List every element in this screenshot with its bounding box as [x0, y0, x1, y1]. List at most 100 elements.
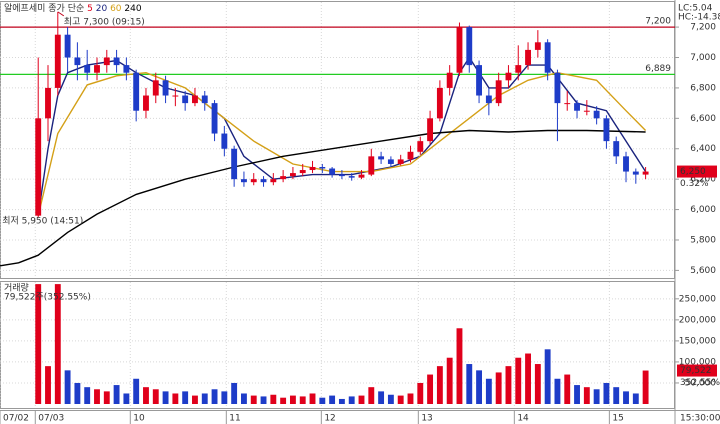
- volume-bar: [123, 393, 130, 404]
- volume-bar: [74, 382, 81, 404]
- candle-body: [192, 95, 198, 104]
- candle-body: [613, 141, 620, 157]
- volume-bar: [348, 396, 355, 404]
- volume-bar: [192, 395, 198, 404]
- y-tick-label: 6,800: [690, 83, 716, 93]
- low-label: 최저 5,950 (14:51): [2, 216, 83, 227]
- volume-bar: [84, 387, 91, 404]
- volume-bar: [250, 395, 257, 404]
- candle-body: [201, 95, 208, 104]
- volume-bar: [456, 328, 463, 404]
- candle-body: [583, 110, 590, 112]
- volume-bar: [221, 391, 228, 404]
- volume-bar: [152, 389, 159, 404]
- candle-body: [417, 141, 424, 152]
- change-label: 0.32%: [680, 179, 709, 189]
- volume-bar: [397, 395, 404, 404]
- volume-bar: [35, 284, 42, 404]
- candle-body: [113, 57, 120, 66]
- candle-body: [446, 72, 453, 88]
- volume-bar: [270, 394, 277, 404]
- x-tick-label: 11: [229, 414, 240, 424]
- candle-body: [525, 49, 531, 66]
- y-tick-label: 150,000: [679, 336, 716, 346]
- hc-label: HC:-14.38: [678, 13, 720, 23]
- y-tick-label: 6,200: [690, 175, 716, 185]
- volume-bar: [64, 370, 71, 404]
- legend-item: 20: [96, 4, 108, 14]
- x-tick-label: 07/03: [38, 414, 64, 424]
- candle-body: [348, 176, 355, 178]
- stock-name: 알에프세미: [4, 3, 45, 14]
- candle-body: [143, 95, 149, 111]
- volume-bar: [525, 353, 531, 404]
- candle-body: [64, 34, 71, 58]
- volume-bar: [436, 366, 443, 404]
- volume-bar: [338, 398, 345, 404]
- candle-body: [436, 87, 443, 119]
- volume-bar: [103, 391, 110, 404]
- y-tick-label: 7,200: [690, 23, 716, 33]
- volume-bar: [172, 393, 179, 404]
- volume-bar: [574, 385, 580, 404]
- x-tick-label: 10: [133, 414, 145, 424]
- candle-body: [123, 65, 130, 73]
- volume-bar: [417, 382, 424, 404]
- lc-label: LC:5.04: [678, 4, 713, 14]
- volume-bar: [45, 366, 51, 404]
- y-tick-label: 7,000: [690, 53, 716, 63]
- y-tick-label: 5,800: [690, 235, 716, 245]
- x-tick-label: 12: [324, 414, 335, 424]
- volume-bar: [632, 393, 639, 404]
- candle-body: [94, 65, 100, 73]
- candle-body: [289, 173, 296, 177]
- volume-bar: [485, 378, 492, 404]
- candle-body: [35, 118, 42, 216]
- y-tick-label: 250,000: [679, 294, 716, 304]
- candle-body: [642, 171, 649, 175]
- volume-bar: [162, 391, 169, 404]
- candle-body: [133, 72, 140, 111]
- candle-body: [358, 174, 365, 178]
- ma-line: [0, 129, 646, 267]
- volume-bar: [289, 395, 296, 404]
- volume-bar: [260, 396, 267, 404]
- candle-body: [270, 179, 277, 183]
- volume-bar: [505, 366, 512, 404]
- last-price-label: 6,250: [680, 167, 706, 177]
- y-tick-label: 200,000: [679, 315, 716, 325]
- volume-bar: [534, 364, 541, 404]
- candle-body: [84, 65, 91, 73]
- candle-body: [623, 156, 629, 172]
- volume-title: 거래량: [4, 282, 29, 294]
- candle-body: [505, 72, 512, 81]
- volume-bar: [113, 385, 120, 404]
- volume-bar: [623, 391, 629, 404]
- volume-bar: [495, 372, 502, 404]
- candle-body: [182, 95, 189, 104]
- volume-bar: [515, 357, 522, 404]
- candle-body: [466, 27, 473, 66]
- volume-bar: [446, 357, 453, 404]
- volume-bar: [299, 396, 306, 404]
- candle-body: [407, 151, 414, 160]
- candle-body: [152, 80, 159, 96]
- candle-body: [397, 159, 404, 164]
- y-tick-label: 6,400: [690, 144, 716, 154]
- volume-bar: [54, 284, 61, 404]
- legend-item: 240: [124, 4, 141, 14]
- candle-body: [162, 80, 169, 96]
- candle-body: [603, 118, 610, 142]
- candle-body: [554, 72, 561, 104]
- volume-bar: [466, 364, 473, 404]
- volume-bar: [182, 391, 189, 404]
- candle-body: [564, 103, 571, 105]
- candle-body: [632, 171, 639, 175]
- candle-body: [574, 103, 580, 111]
- volume-bar: [642, 370, 649, 404]
- volume-bar: [201, 393, 208, 404]
- volume-bar: [94, 389, 100, 404]
- candle-body: [544, 42, 551, 73]
- candle-body: [54, 34, 61, 88]
